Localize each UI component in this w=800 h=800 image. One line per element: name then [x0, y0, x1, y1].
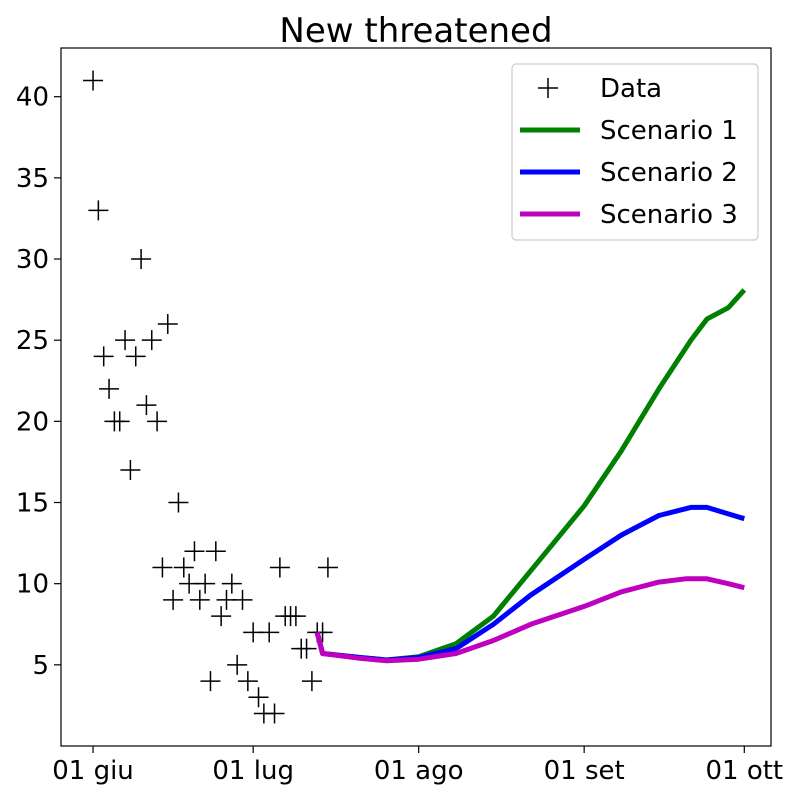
x-tick-label: 01 lug: [212, 756, 294, 786]
data-point-marker: [184, 541, 205, 562]
legend-label: Scenario 2: [600, 158, 738, 188]
y-tick-label: 30: [16, 245, 49, 275]
legend-label: Data: [600, 74, 662, 104]
data-point-marker: [232, 589, 253, 610]
data-point-marker: [296, 638, 317, 659]
x-tick-label: 01 ago: [374, 756, 464, 786]
y-tick-label: 15: [16, 489, 49, 519]
data-point-marker: [93, 346, 114, 367]
data-point-marker: [141, 330, 162, 351]
y-tick-label: 25: [16, 326, 49, 356]
data-point-marker: [115, 330, 136, 351]
legend-label: Scenario 1: [600, 116, 738, 146]
data-point-marker: [120, 460, 141, 481]
data-point-marker: [248, 687, 269, 708]
data-point-marker: [301, 671, 322, 692]
y-tick-label: 20: [16, 407, 49, 437]
data-point-marker: [88, 200, 109, 221]
x-tick-label: 01 set: [544, 756, 625, 786]
data-point-marker: [189, 589, 210, 610]
data-point-marker: [125, 346, 146, 367]
data-point-marker: [83, 70, 104, 91]
y-tick-label: 10: [16, 570, 49, 600]
data-point-marker: [285, 606, 306, 627]
data-point-marker: [157, 313, 178, 334]
data-point-marker: [163, 589, 184, 610]
data-point-marker: [211, 606, 232, 627]
data-point-marker: [136, 395, 157, 416]
y-tick-label: 40: [16, 83, 49, 113]
data-point-marker: [237, 671, 258, 692]
legend-box: [511, 63, 759, 241]
y-tick-label: 5: [32, 651, 49, 681]
series-line-scenario-2: [314, 504, 746, 663]
y-tick-label: 35: [16, 164, 49, 194]
data-point-marker: [152, 557, 173, 578]
data-point-marker: [200, 671, 221, 692]
data-point-marker: [195, 573, 216, 594]
legend-marker-data: [538, 78, 558, 98]
x-tick-label: 01 ott: [705, 756, 783, 786]
data-layer: [83, 70, 747, 724]
data-point-marker: [99, 378, 120, 399]
data-point-marker: [109, 411, 130, 432]
data-point-marker: [168, 492, 189, 513]
plot-area-frame: [60, 47, 772, 747]
series-line-scenario-3: [314, 576, 745, 664]
data-point-marker: [317, 557, 338, 578]
series-line-scenario-1: [314, 288, 747, 663]
data-point-marker: [221, 573, 242, 594]
legend-label: Scenario 3: [600, 200, 738, 230]
data-point-marker: [205, 541, 226, 562]
x-tick-label: 01 giu: [52, 756, 134, 786]
data-point-marker: [227, 654, 248, 675]
data-series-markers: [83, 70, 338, 724]
axes: 5 10 15 20 25 30 35 40 01 giu 01 lug 01 ago 01 set 0…: [16, 83, 783, 786]
data-point-marker: [173, 557, 194, 578]
data-point-marker: [131, 249, 152, 270]
data-point-marker: [312, 622, 333, 643]
data-point-marker: [264, 703, 285, 724]
data-point-marker: [269, 557, 290, 578]
data-point-marker: [259, 622, 280, 643]
legend: Data Scenario 1 Scenario 2 Scenario 3: [511, 63, 759, 241]
chart-title: New threatened: [279, 11, 552, 51]
data-point-marker: [147, 411, 168, 432]
